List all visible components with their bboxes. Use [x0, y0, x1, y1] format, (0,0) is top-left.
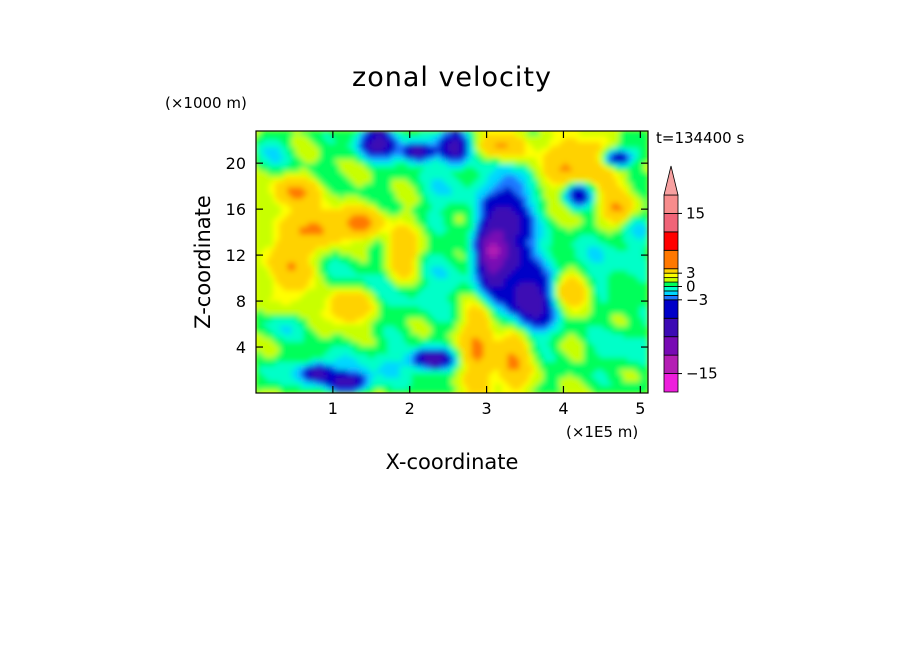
colorbar-segment-15	[663, 194, 679, 214]
colorbar-segment-6	[663, 290, 679, 296]
y-units-label: (×1000 m)	[165, 94, 247, 112]
colorbar-segment-12	[663, 249, 679, 270]
colorbar-segment-8	[663, 281, 679, 287]
colorbar-segment-3	[663, 317, 679, 338]
colorbar-label-3: −3	[686, 291, 708, 309]
y-tick-label-4: 20	[226, 154, 246, 173]
colorbar-segment-9	[663, 277, 679, 283]
colorbar-label-1: 3	[686, 264, 696, 282]
y-axis: 4 8 12 16 20	[226, 154, 648, 357]
colorbar-segment-11	[663, 268, 679, 274]
velocity-field	[256, 131, 648, 393]
colorbar-label-2: 0	[686, 278, 696, 296]
x-axis: 1 2 3 4 5	[328, 131, 645, 418]
colorbar-segment-10	[663, 272, 679, 279]
colorbar-segment-7	[663, 286, 679, 292]
plot-area	[255, 130, 649, 394]
y-axis-title: Z-coordinate	[191, 195, 215, 329]
colorbar-extend-arrow	[663, 165, 679, 196]
chart-title: zonal velocity	[352, 62, 552, 93]
x-tick-label-4: 5	[635, 399, 645, 418]
colorbar-label-0: 15	[686, 204, 705, 222]
colorbar-segment-4	[663, 299, 679, 319]
velocity-cells	[256, 131, 648, 393]
plot-frame	[255, 130, 649, 394]
colorbar-segment-0	[663, 373, 679, 393]
x-tick-label-1: 2	[405, 399, 415, 418]
x-axis-title: X-coordinate	[386, 450, 519, 474]
x-tick-label-2: 3	[481, 399, 491, 418]
colorbar-segment-13	[663, 231, 679, 251]
time-label: t=134400 s	[656, 129, 744, 147]
y-tick-label-1: 8	[236, 292, 246, 311]
colorbar: 15 30−3 −15	[663, 165, 718, 393]
colorbar-segment-1	[663, 354, 679, 374]
colorbar-segment-14	[663, 213, 679, 233]
colorbar-segment-2	[663, 336, 679, 356]
colorbar-label-4: −15	[686, 365, 718, 383]
y-tick-label-0: 4	[236, 338, 246, 357]
x-tick-label-3: 4	[558, 399, 568, 418]
y-tick-label-2: 12	[226, 246, 246, 265]
x-tick-label-0: 1	[328, 399, 338, 418]
colorbar-segment-5	[663, 294, 679, 301]
x-units-label: (×1E5 m)	[566, 423, 638, 441]
y-tick-label-3: 16	[226, 200, 246, 219]
